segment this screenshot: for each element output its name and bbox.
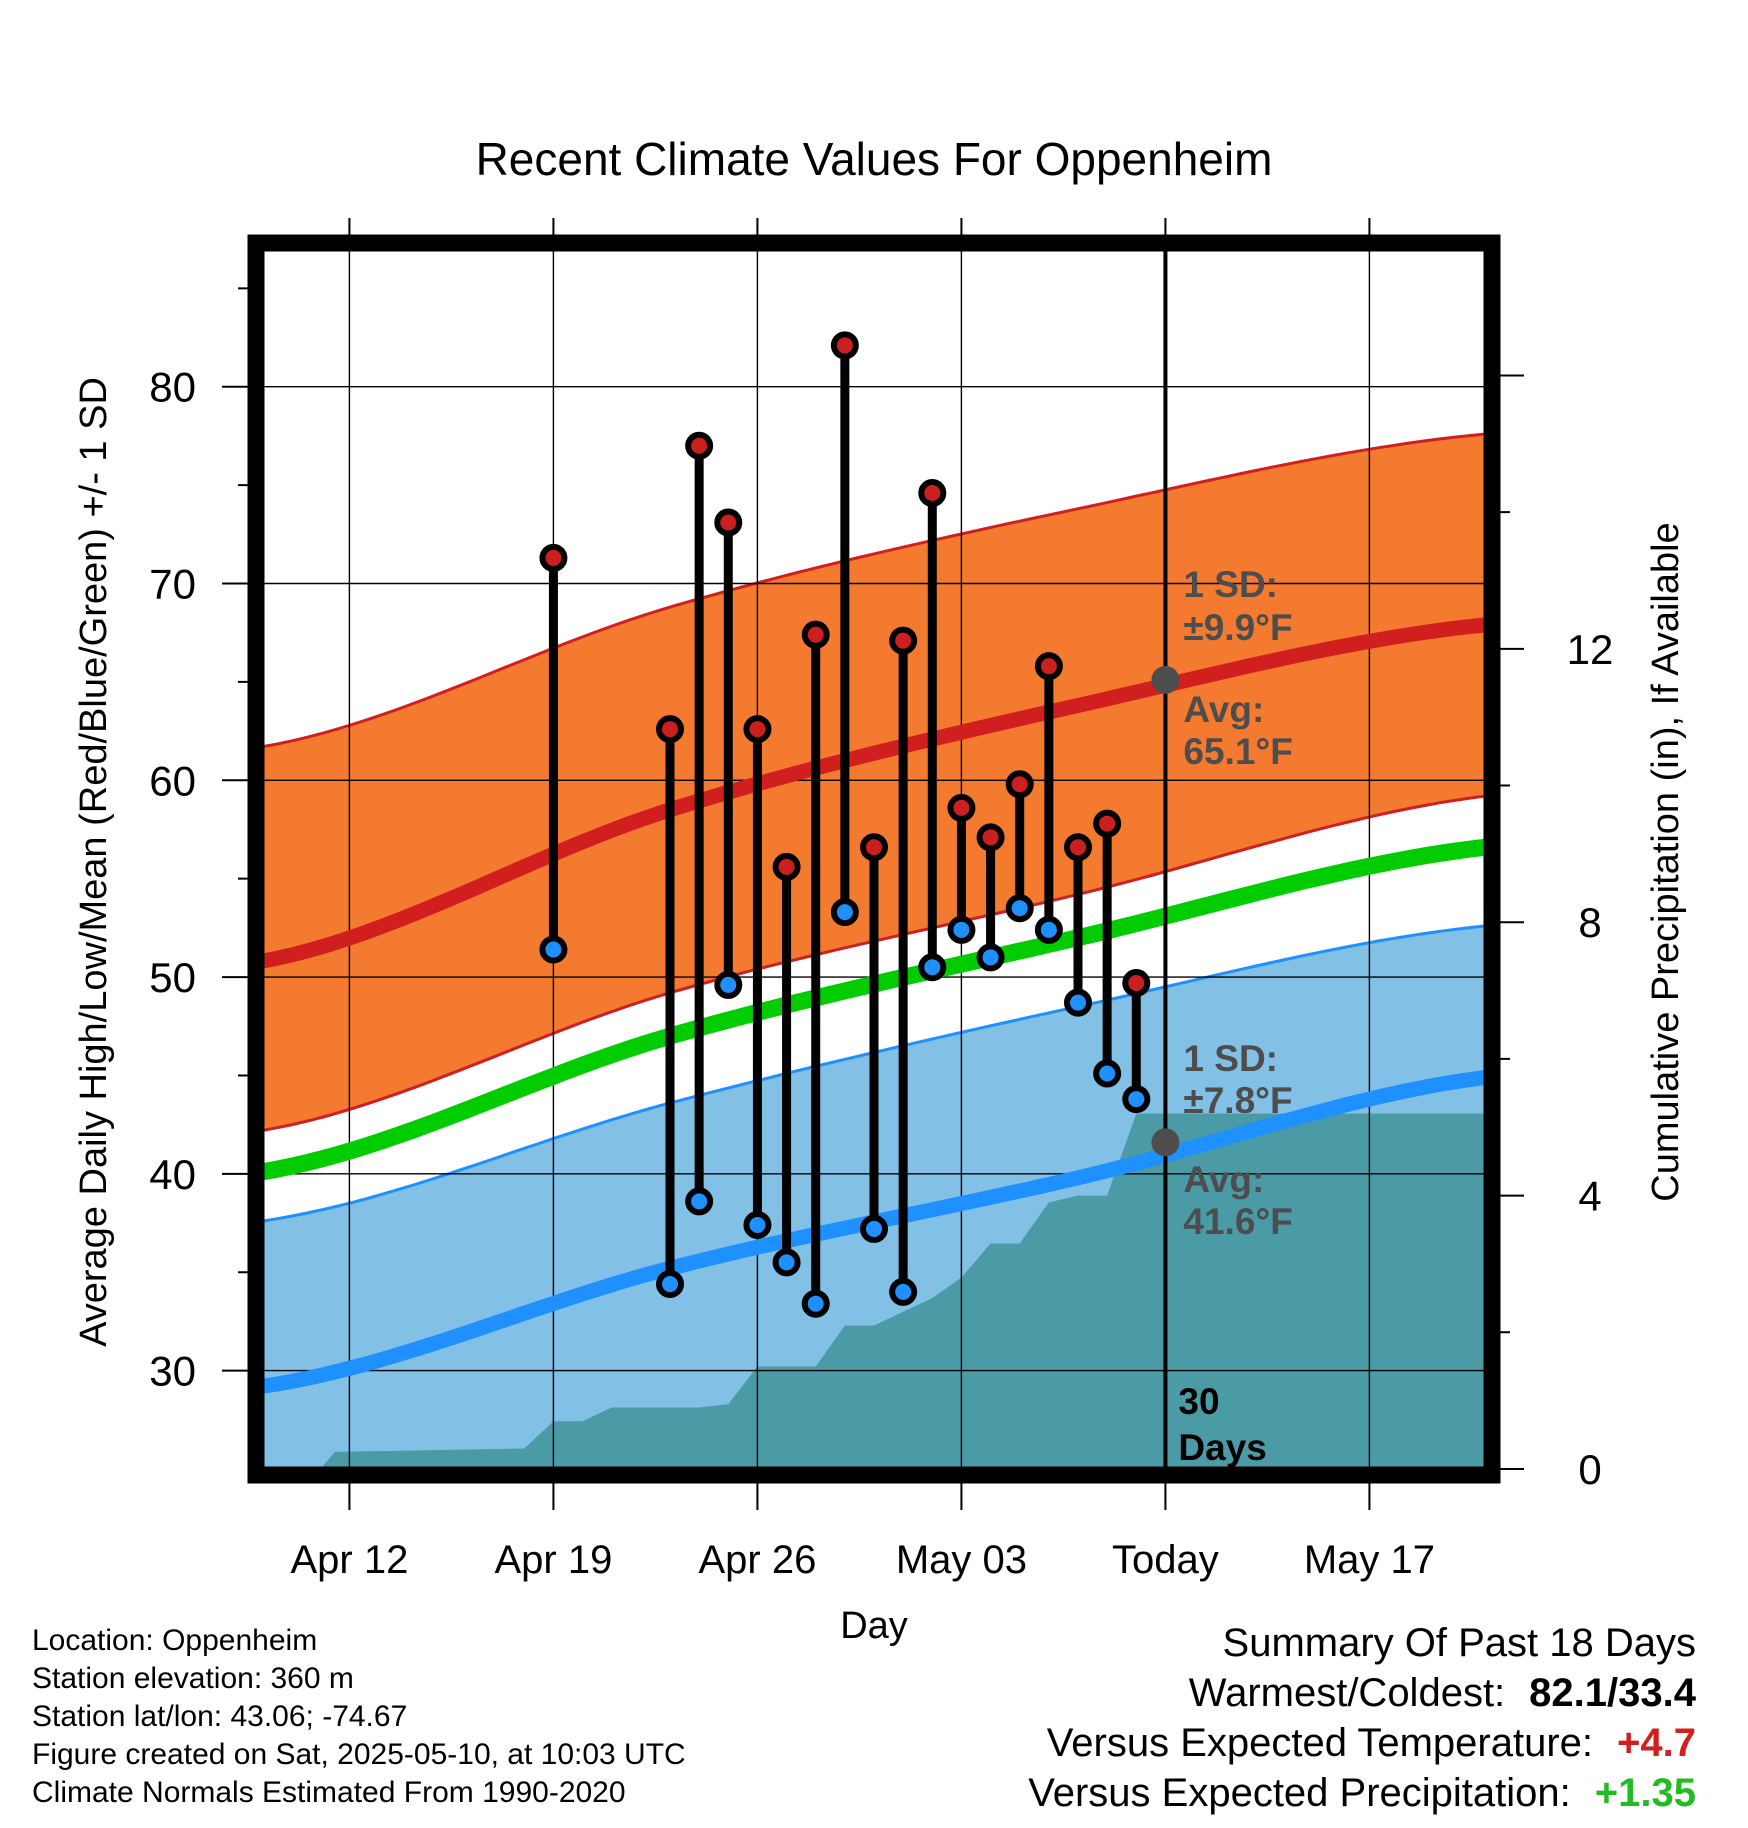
obs-high-point <box>1064 833 1092 862</box>
obs-high-point <box>860 833 888 862</box>
obs-low-point <box>976 943 1005 972</box>
warm-cold-value: 82.1/33.4 <box>1529 1671 1696 1715</box>
x-tick-label: Apr 12 <box>290 1538 408 1582</box>
y2-tick-label: 4 <box>1578 1173 1601 1220</box>
obs-high-point <box>947 793 976 822</box>
chart-title: Recent Climate Values For Oppenheim <box>476 133 1273 185</box>
obs-high-point <box>539 543 568 572</box>
today-high-avg-marker <box>1151 665 1180 694</box>
obs-high-point <box>714 508 743 537</box>
x-tick-label: Today <box>1112 1538 1219 1582</box>
y2-tick-label: 12 <box>1567 626 1614 673</box>
low-sd-label: 1 SD: <box>1183 1038 1278 1079</box>
x-axis-label: Day <box>840 1605 908 1647</box>
obs-high-point <box>743 715 772 744</box>
low-sd-value: ±7.8°F <box>1183 1080 1292 1121</box>
high-avg-label: Avg: <box>1183 689 1264 730</box>
y2-tick-label: 8 <box>1578 899 1601 946</box>
today-window-number: 30 <box>1178 1381 1219 1422</box>
obs-high-point <box>830 331 859 360</box>
obs-low-point <box>1005 894 1034 923</box>
obs-low-point <box>918 953 947 982</box>
summary-precip: Versus Expected Precipitation: +1.35 <box>1028 1768 1696 1818</box>
y-tick-label: 80 <box>149 364 196 411</box>
obs-high-point <box>889 626 918 655</box>
obs-low-point <box>743 1211 772 1239</box>
high-band-upper-edge <box>262 432 1486 749</box>
obs-high-point <box>656 715 684 744</box>
obs-high-point <box>1093 809 1122 838</box>
obs-low-point <box>1034 915 1063 944</box>
obs-low-point <box>947 915 976 944</box>
obs-low-point <box>801 1289 830 1318</box>
precip-anomaly-value: +1.35 <box>1594 1771 1696 1815</box>
obs-high-point <box>976 823 1005 852</box>
obs-low-point <box>714 970 743 999</box>
obs-high-point <box>772 852 801 881</box>
obs-low-point <box>656 1270 684 1299</box>
x-tick-label: May 17 <box>1304 1538 1435 1582</box>
temp-anomaly-value: +4.7 <box>1617 1721 1696 1765</box>
station-latlon: Station lat/lon: 43.06; -74.67 <box>32 1700 408 1733</box>
obs-low-point <box>889 1277 918 1306</box>
obs-low-point <box>830 898 859 927</box>
y-tick-label: 40 <box>149 1151 196 1198</box>
obs-high-point <box>1005 770 1034 799</box>
station-info: Location: Oppenheim Station elevation: 3… <box>32 1622 686 1812</box>
high-sd-value: ±9.9°F <box>1183 607 1292 648</box>
summary-warm-cold: Warmest/Coldest: 82.1/33.4 <box>1028 1668 1696 1718</box>
x-tick-label: May 03 <box>896 1538 1027 1582</box>
obs-low-point <box>860 1214 888 1243</box>
obs-low-point <box>685 1187 714 1216</box>
summary-panel: Summary Of Past 18 Days Warmest/Coldest:… <box>1028 1618 1696 1818</box>
high-sd-band <box>262 434 1486 1131</box>
obs-high-point <box>1122 968 1151 997</box>
precip-area <box>262 1113 1486 1469</box>
x-tick-label: Apr 26 <box>698 1538 816 1582</box>
today-low-avg-marker <box>1151 1128 1180 1157</box>
summary-title: Summary Of Past 18 Days <box>1222 1621 1696 1665</box>
low-avg-label: Avg: <box>1183 1159 1264 1200</box>
obs-low-point <box>1093 1059 1122 1088</box>
obs-high-point <box>801 620 830 649</box>
y-tick-label: 30 <box>149 1348 196 1395</box>
high-sd-label: 1 SD: <box>1183 564 1278 605</box>
y-tick-label: 70 <box>149 561 196 608</box>
y2-axis-label: Cumulative Precipitation (in), If Availa… <box>1645 522 1687 1201</box>
summary-temp: Versus Expected Temperature: +4.7 <box>1028 1718 1696 1768</box>
plot-frame <box>247 234 1501 1484</box>
temp-anomaly-label: Versus Expected Temperature: <box>1046 1721 1594 1765</box>
x-tick-label: Apr 19 <box>494 1538 612 1582</box>
station-elevation: Station elevation: 360 m <box>32 1662 354 1695</box>
obs-high-point <box>918 479 947 507</box>
obs-low-point <box>1064 988 1092 1017</box>
obs-high-point <box>685 431 714 460</box>
y-tick-label: 60 <box>149 757 196 804</box>
low-avg-value: 41.6°F <box>1183 1201 1292 1242</box>
high-avg-value: 65.1°F <box>1183 731 1292 772</box>
y-axis-label: Average Daily High/Low/Mean (Red/Blue/Gr… <box>73 377 115 1347</box>
y2-tick-label: 0 <box>1578 1446 1601 1493</box>
today-window-unit: Days <box>1178 1427 1266 1468</box>
warm-cold-label: Warmest/Coldest: <box>1188 1671 1506 1715</box>
high-normal-line <box>262 617 1486 969</box>
figure-created: Figure created on Sat, 2025-05-10, at 10… <box>32 1738 686 1771</box>
y-tick-label: 50 <box>149 954 196 1001</box>
precip-anomaly-label: Versus Expected Precipitation: <box>1028 1771 1571 1815</box>
obs-low-point <box>539 935 568 964</box>
station-location: Location: Oppenheim <box>32 1624 318 1657</box>
obs-low-point <box>772 1248 801 1277</box>
obs-high-point <box>1034 652 1063 681</box>
climate-normals-note: Climate Normals Estimated From 1990-2020 <box>32 1776 626 1809</box>
obs-low-point <box>1122 1085 1151 1114</box>
